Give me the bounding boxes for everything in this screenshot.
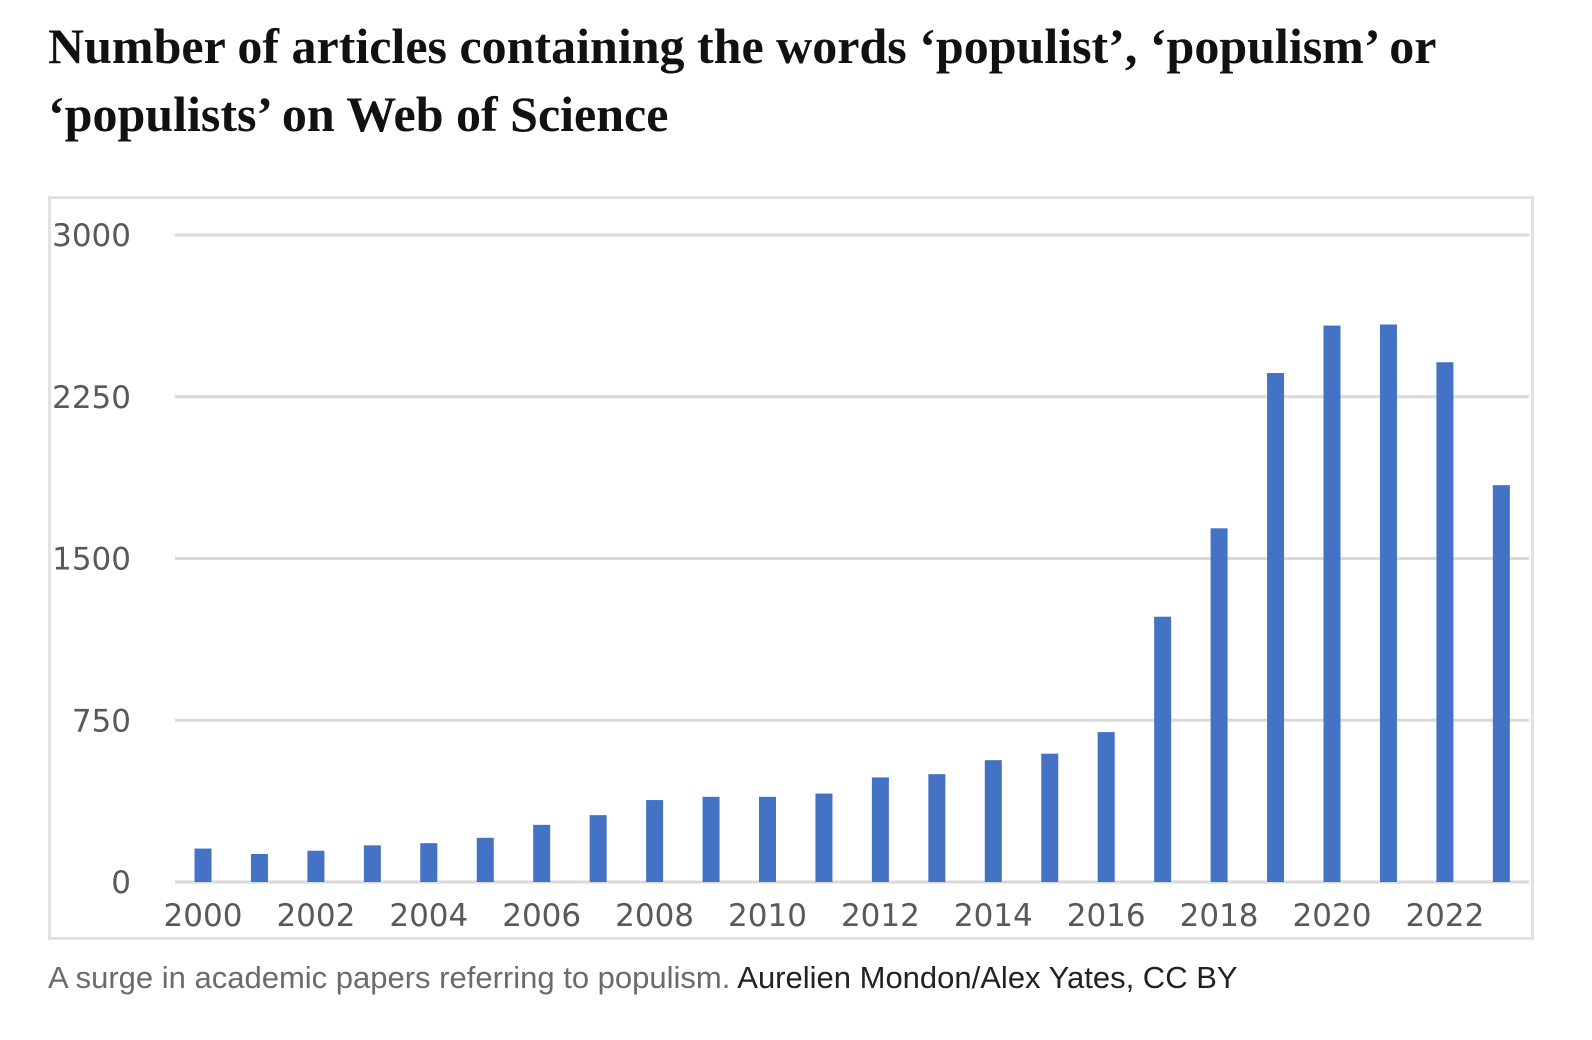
chart-title: Number of articles containing the words … xyxy=(48,18,1436,142)
x-tick-label: 2002 xyxy=(276,898,355,934)
bar-2011 xyxy=(815,793,833,882)
bar-chart: 0 750 1500 2250 3000 2000 2002 2004 2006 2008 201… xyxy=(52,218,1529,934)
bar-2023 xyxy=(1492,485,1510,882)
figure-caption: A surge in academic papers referring to … xyxy=(48,958,1238,998)
y-tick-label: 0 xyxy=(111,865,131,901)
bar-2016 xyxy=(1097,732,1115,882)
bar-2007 xyxy=(589,815,607,882)
x-tick-label: 2008 xyxy=(615,898,694,934)
x-tick-label: 2010 xyxy=(728,898,807,934)
bar-2002 xyxy=(307,850,325,882)
bar-2015 xyxy=(1041,753,1059,882)
bar-2013 xyxy=(928,774,946,882)
bar-2005 xyxy=(476,837,494,882)
bar-2004 xyxy=(420,843,438,882)
bar-2008 xyxy=(646,800,664,882)
bar-2012 xyxy=(871,777,889,882)
bar-2010 xyxy=(759,796,776,882)
bar-2022 xyxy=(1436,362,1454,882)
x-tick-label: 2020 xyxy=(1293,898,1372,934)
bar-2018 xyxy=(1210,528,1228,882)
bars xyxy=(194,324,1510,882)
bar-2017 xyxy=(1154,616,1172,882)
bar-2014 xyxy=(984,760,1002,882)
caption-credit[interactable]: Aurelien Mondon/Alex Yates, CC BY xyxy=(737,960,1238,995)
bar-2009 xyxy=(702,796,720,882)
bar-2019 xyxy=(1267,373,1285,882)
y-tick-label: 3000 xyxy=(52,218,131,254)
bar-2020 xyxy=(1323,325,1341,882)
bar-2001 xyxy=(250,853,268,882)
bar-2000 xyxy=(194,848,212,882)
x-tick-label: 2012 xyxy=(841,898,920,934)
gridlines xyxy=(175,233,1529,884)
x-tick-label: 2014 xyxy=(954,898,1033,934)
x-tick-label: 2000 xyxy=(164,898,243,934)
caption-text: A surge in academic papers referring to … xyxy=(48,960,731,995)
x-tick-label: 2018 xyxy=(1180,898,1259,934)
y-tick-label: 750 xyxy=(72,703,131,739)
bar-2021 xyxy=(1379,324,1397,882)
bar-2006 xyxy=(533,824,551,882)
x-tick-label: 2004 xyxy=(389,898,468,934)
y-tick-label: 1500 xyxy=(52,542,131,578)
chart-frame: 0 750 1500 2250 3000 2000 2002 2004 2006 2008 201… xyxy=(48,196,1534,940)
x-tick-label: 2006 xyxy=(502,898,581,934)
y-tick-label: 2250 xyxy=(52,380,131,416)
x-axis-ticks: 2000 2002 2004 2006 2008 2010 2012 2014 2016 2018… xyxy=(164,898,1485,934)
y-axis-ticks: 0 750 1500 2250 3000 xyxy=(52,218,131,901)
bar-2003 xyxy=(363,845,381,882)
x-tick-label: 2016 xyxy=(1067,898,1146,934)
x-tick-label: 2022 xyxy=(1405,898,1484,934)
